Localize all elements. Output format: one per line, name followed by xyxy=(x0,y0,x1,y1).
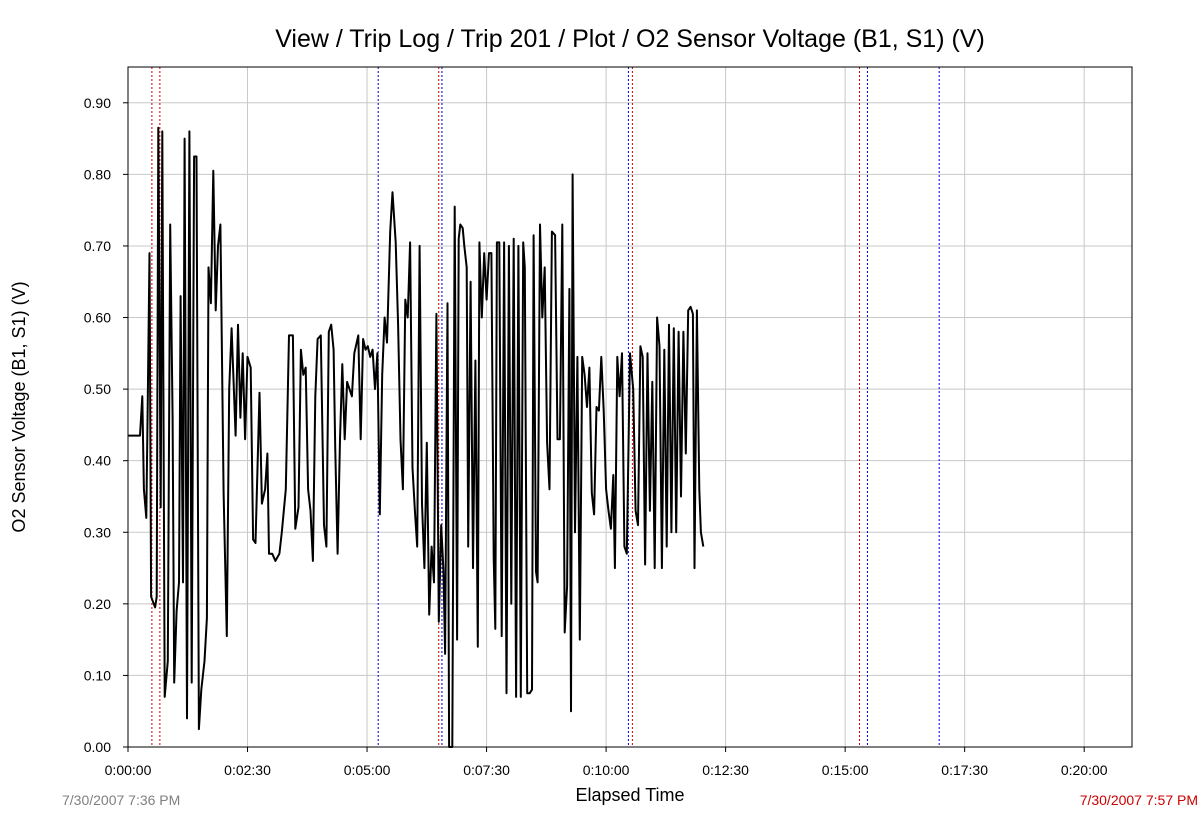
x-tick-label: 0:17:30 xyxy=(941,762,988,778)
x-tick-label: 0:15:00 xyxy=(822,762,869,778)
y-tick-label: 0.40 xyxy=(84,453,111,469)
y-tick-label: 0.50 xyxy=(84,381,111,397)
x-tick-labels: 0:00:00 0:02:30 0:05:00 0:07:30 0:10:00 0:12:… xyxy=(105,747,1108,778)
y-tick-label: 0.20 xyxy=(84,596,111,612)
x-tick-label: 0:20:00 xyxy=(1061,762,1108,778)
o2-voltage-series-line xyxy=(128,126,705,748)
event-markers xyxy=(151,67,940,747)
start-timestamp: 7/30/2007 7:36 PM xyxy=(62,792,180,808)
y-tick-label: 0.60 xyxy=(84,310,111,326)
y-tick-label: 0.30 xyxy=(84,524,111,540)
x-tick-label: 0:12:30 xyxy=(702,762,749,778)
y-tick-label: 0.90 xyxy=(84,95,111,111)
y-tick-label: 0.80 xyxy=(84,166,111,182)
y-tick-label: 0.00 xyxy=(84,739,111,755)
y-tick-label: 0.10 xyxy=(84,667,111,683)
y-axis-label: O2 Sensor Voltage (B1, S1) (V) xyxy=(9,281,29,532)
chart-title: View / Trip Log / Trip 201 / Plot / O2 S… xyxy=(275,25,985,53)
x-tick-label: 0:05:00 xyxy=(344,762,391,778)
x-tick-label: 0:02:30 xyxy=(224,762,271,778)
y-tick-labels: 0.00 0.10 0.20 0.30 0.40 0.50 0.60 0.70 0.80 0.90 xyxy=(84,95,128,755)
x-axis-label: Elapsed Time xyxy=(575,785,684,805)
x-tick-label: 0:00:00 xyxy=(105,762,152,778)
x-tick-label: 0:07:30 xyxy=(463,762,510,778)
y-tick-label: 0.70 xyxy=(84,238,111,254)
plot-frame xyxy=(127,66,1133,748)
x-tick-label: 0:10:00 xyxy=(583,762,630,778)
series-group xyxy=(128,126,705,748)
end-timestamp: 7/30/2007 7:57 PM xyxy=(1080,792,1198,808)
